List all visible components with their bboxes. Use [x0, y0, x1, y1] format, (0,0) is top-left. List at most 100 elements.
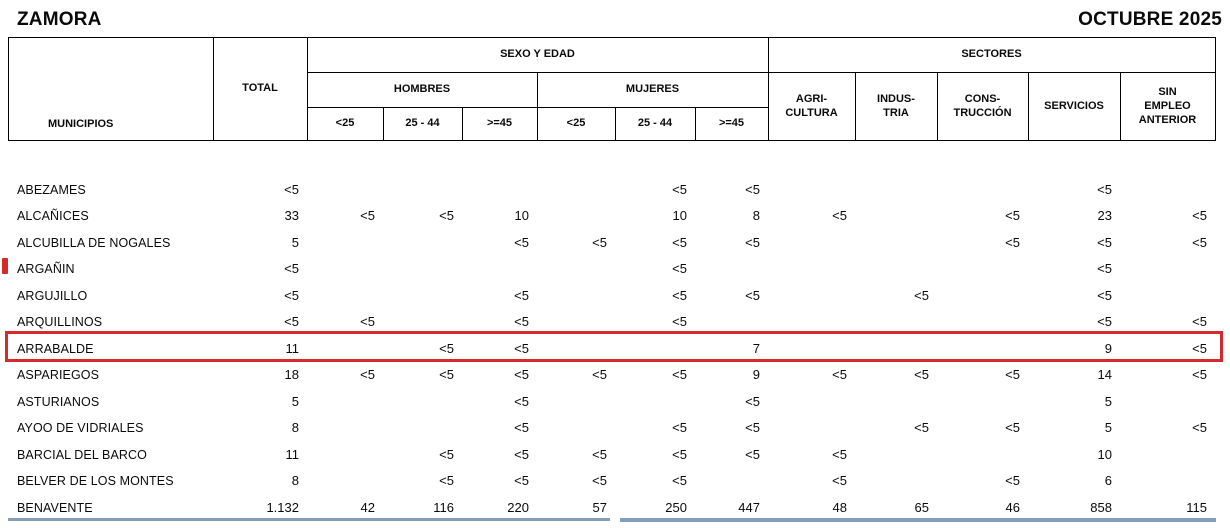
cell-agricultura	[768, 256, 855, 283]
cell-hombres-ge45: 220	[507, 499, 529, 515]
cell-municipio: ALCAÑICES	[17, 209, 89, 224]
cell-construccion	[937, 177, 1028, 204]
cell-servicios: 858	[1090, 499, 1112, 515]
table-row: BENAVENTE 1.132 42 116 220 57 250 447 48 65 46 858 1…	[0, 495, 1230, 522]
cell-municipio: ALCUBILLA DE NOGALES	[17, 235, 171, 250]
column-header-servicios: SERVICIOS	[1044, 99, 1104, 112]
grid-line	[307, 37, 308, 141]
cell-hombres-lt25	[307, 230, 383, 257]
group-header-hombres: HOMBRES	[393, 83, 451, 96]
table-row: BELVER DE LOS MONTES 8 <5 <5 <5 <5 <5 <5 6	[0, 468, 1230, 495]
cell-servicios: 5	[1104, 393, 1112, 409]
cell-mujeres-25-44: 10	[672, 208, 687, 224]
cell-municipio: ARQUILLINOS	[17, 315, 103, 330]
cell-mujeres-25-44: <5	[672, 234, 687, 250]
cell-mujeres-lt25	[537, 256, 615, 283]
cell-industria	[855, 389, 937, 416]
cell-servicios: 5	[1104, 420, 1112, 436]
table-row: ASPARIEGOS 18 <5 <5 <5 <5 <5 9 <5 <5 <5 14 <5	[0, 362, 1230, 389]
cell-hombres-ge45	[462, 256, 537, 283]
cell-hombres-lt25	[307, 177, 383, 204]
cell-construccion: 46	[1005, 499, 1020, 515]
column-header-hombres-ge45: >=45	[486, 117, 513, 130]
cell-agricultura	[768, 230, 855, 257]
cell-total: <5	[284, 287, 299, 303]
cell-construccion	[937, 256, 1028, 283]
grid-line	[213, 37, 214, 141]
cell-sin-empleo	[1120, 256, 1215, 283]
table-row: AYOO DE VIDRIALES 8 <5 <5 <5 <5 <5 5 <5	[0, 415, 1230, 442]
cell-hombres-lt25	[307, 256, 383, 283]
grid-line	[383, 107, 384, 140]
grid-line	[307, 72, 1216, 73]
cell-municipio: AYOO DE VIDRIALES	[17, 421, 144, 436]
cell-agricultura: <5	[832, 473, 847, 489]
cell-servicios: 14	[1097, 367, 1112, 383]
cell-sin-empleo	[1120, 468, 1215, 495]
cell-total: 18	[284, 367, 299, 383]
cell-servicios: <5	[1097, 181, 1112, 197]
highlight-box-arrabalde	[5, 331, 1223, 362]
table-row: ARGAÑIN <5 <5 <5	[0, 256, 1230, 283]
cell-total: <5	[284, 314, 299, 330]
cell-servicios: <5	[1097, 234, 1112, 250]
cell-municipio: ARGAÑIN	[17, 262, 75, 277]
cell-mujeres-lt25	[537, 415, 615, 442]
cell-sin-empleo: <5	[1192, 367, 1207, 383]
cell-hombres-ge45: 10	[514, 208, 529, 224]
cell-hombres-lt25: <5	[360, 208, 375, 224]
cell-hombres-lt25	[307, 283, 383, 310]
group-header-sexo-edad: SEXO Y EDAD	[500, 48, 575, 61]
cell-hombres-25-44: <5	[439, 446, 454, 462]
cell-hombres-25-44	[383, 415, 462, 442]
cell-hombres-25-44: 116	[433, 499, 454, 515]
column-header-hombres-lt25: <25	[335, 117, 355, 130]
grid-line	[8, 140, 1216, 141]
cell-mujeres-lt25: 57	[592, 499, 607, 515]
cell-hombres-lt25: <5	[360, 314, 375, 330]
column-header-construccion: CONS- TRUCCIÓN	[953, 92, 1012, 119]
column-header-mujeres-lt25: <25	[566, 117, 586, 130]
cell-sin-empleo	[1120, 442, 1215, 469]
cell-hombres-ge45: <5	[514, 446, 529, 462]
cell-mujeres-lt25: <5	[592, 446, 607, 462]
cell-hombres-ge45: <5	[514, 340, 529, 356]
cell-agricultura	[768, 389, 855, 416]
cell-municipio: ABEZAMES	[17, 182, 86, 197]
cell-mujeres-ge45: <5	[745, 181, 760, 197]
cell-mujeres-ge45: <5	[745, 393, 760, 409]
column-header-sin-empleo: SIN EMPLEO ANTERIOR	[1138, 85, 1197, 127]
cell-construccion: <5	[1005, 367, 1020, 383]
cell-industria	[855, 442, 937, 469]
cell-agricultura: <5	[832, 208, 847, 224]
cell-mujeres-25-44: <5	[672, 261, 687, 277]
grid-line	[695, 107, 696, 140]
table-row: ASTURIANOS 5 <5 <5 5	[0, 389, 1230, 416]
cell-construccion	[937, 442, 1028, 469]
cell-servicios: 23	[1097, 208, 1112, 224]
column-header-agricultura: AGRI- CULTURA	[785, 92, 838, 119]
cell-construccion: <5	[1005, 420, 1020, 436]
grid-line	[8, 37, 1216, 38]
group-header-mujeres: MUJERES	[625, 83, 680, 96]
cell-municipio: BENAVENTE	[17, 500, 93, 515]
cell-servicios: <5	[1097, 314, 1112, 330]
cell-agricultura: 48	[832, 499, 847, 515]
page-title: ZAMORA	[17, 9, 102, 30]
cell-mujeres-ge45: 7	[752, 340, 760, 356]
cell-mujeres-25-44: <5	[672, 181, 687, 197]
footer-line-right	[620, 518, 1216, 522]
cell-servicios: 9	[1104, 340, 1112, 356]
cell-mujeres-ge45: <5	[745, 420, 760, 436]
cell-hombres-lt25	[307, 389, 383, 416]
grid-line	[1120, 72, 1121, 140]
cell-mujeres-25-44: <5	[672, 314, 687, 330]
cell-construccion	[937, 389, 1028, 416]
cell-total: 11	[285, 340, 300, 356]
cell-sin-empleo	[1120, 177, 1215, 204]
cell-hombres-ge45: <5	[514, 287, 529, 303]
table-row: ARRABALDE 11 <5 <5 7 9 <5	[0, 336, 1230, 363]
cell-sin-empleo: <5	[1192, 420, 1207, 436]
cell-sin-empleo	[1120, 389, 1215, 416]
